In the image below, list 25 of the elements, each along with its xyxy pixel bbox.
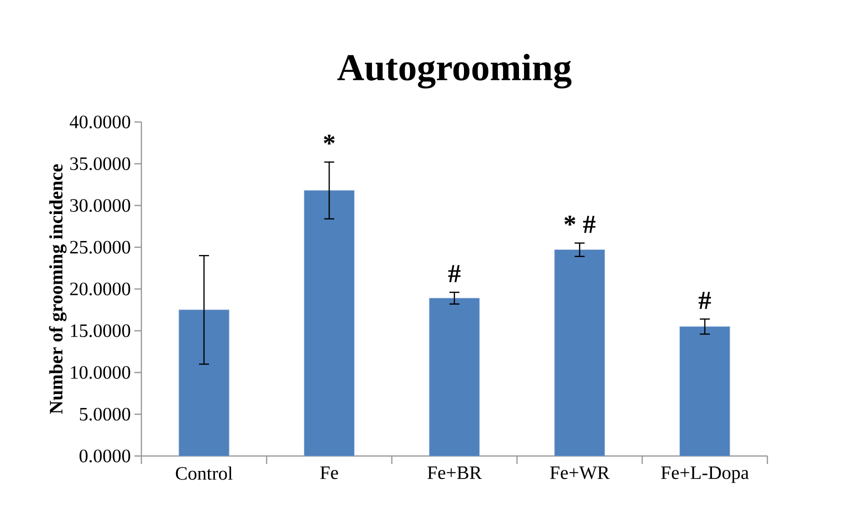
bar xyxy=(680,326,730,456)
y-tick-label: 20.0000 xyxy=(70,282,130,296)
y-axis-title: Number of grooming incidence xyxy=(49,164,67,414)
y-tick-label: 40.0000 xyxy=(70,116,130,128)
y-tick-label: 0.0000 xyxy=(80,450,130,462)
y-tick-label: 30.0000 xyxy=(70,199,130,212)
y-tick-label: 10.0000 xyxy=(71,366,130,379)
bar xyxy=(178,310,230,456)
x-tick-label: Fe+WR xyxy=(550,466,610,480)
annotation: * xyxy=(324,134,335,145)
y-tick-label: 15.0000 xyxy=(71,324,130,338)
x-tick-label: Fe+L-Dopa xyxy=(661,466,749,483)
y-tick-label: 35.0000 xyxy=(70,157,130,170)
y-tick-label: 5.0000 xyxy=(80,408,130,421)
annotation: # xyxy=(698,292,711,309)
x-tick-label: Control xyxy=(176,466,233,480)
annotation: # xyxy=(448,265,461,282)
chart-title: Autogrooming xyxy=(337,54,572,88)
bar xyxy=(304,190,354,456)
bar xyxy=(429,298,480,456)
bar xyxy=(554,250,605,456)
annotation: * # xyxy=(564,216,596,233)
y-tick-label: 25.0000 xyxy=(70,240,130,254)
x-tick-label: Fe+BR xyxy=(428,466,482,480)
x-tick-label: Fe xyxy=(320,466,338,480)
